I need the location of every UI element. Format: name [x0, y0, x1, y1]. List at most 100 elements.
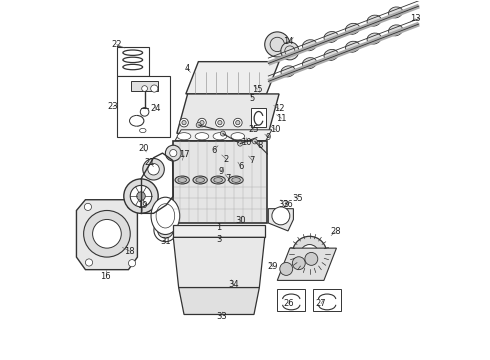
- Text: 13: 13: [410, 14, 420, 23]
- Text: 23: 23: [108, 102, 119, 111]
- Ellipse shape: [151, 197, 180, 234]
- Circle shape: [238, 141, 243, 146]
- Circle shape: [200, 121, 204, 125]
- Text: 6: 6: [212, 146, 217, 155]
- Text: 4: 4: [184, 64, 190, 73]
- Ellipse shape: [140, 129, 146, 133]
- Text: 10: 10: [241, 138, 251, 147]
- Circle shape: [272, 207, 290, 225]
- Circle shape: [124, 179, 158, 213]
- Ellipse shape: [156, 204, 175, 228]
- Ellipse shape: [214, 177, 222, 183]
- Text: 22: 22: [111, 40, 122, 49]
- Text: 11: 11: [276, 114, 287, 123]
- Text: 1: 1: [217, 223, 222, 232]
- Bar: [313, 289, 341, 311]
- Text: 9: 9: [219, 167, 223, 176]
- Circle shape: [218, 121, 222, 125]
- Bar: [131, 81, 158, 91]
- Circle shape: [142, 86, 147, 91]
- Circle shape: [236, 121, 240, 125]
- Bar: [277, 289, 305, 311]
- Polygon shape: [177, 94, 279, 134]
- Circle shape: [280, 262, 293, 275]
- Text: 10: 10: [270, 125, 281, 134]
- Circle shape: [306, 250, 313, 257]
- Text: 33: 33: [216, 312, 227, 321]
- Ellipse shape: [123, 64, 143, 70]
- Text: 26: 26: [283, 299, 294, 308]
- Ellipse shape: [281, 66, 295, 77]
- Text: 18: 18: [124, 247, 135, 256]
- Circle shape: [196, 122, 201, 127]
- Circle shape: [220, 131, 225, 136]
- Ellipse shape: [324, 32, 338, 42]
- Circle shape: [130, 185, 152, 207]
- Circle shape: [143, 158, 164, 180]
- Text: 21: 21: [145, 158, 155, 167]
- Text: 17: 17: [179, 150, 189, 159]
- Text: 27: 27: [316, 299, 326, 308]
- Polygon shape: [179, 288, 259, 315]
- Circle shape: [252, 139, 257, 144]
- Text: 19: 19: [137, 201, 147, 210]
- Text: 14: 14: [284, 37, 294, 46]
- Circle shape: [265, 32, 290, 57]
- Ellipse shape: [175, 176, 190, 184]
- Text: 36: 36: [282, 200, 293, 209]
- Text: 35: 35: [293, 194, 303, 203]
- Ellipse shape: [367, 15, 381, 26]
- Circle shape: [93, 220, 122, 248]
- Circle shape: [137, 192, 146, 201]
- Circle shape: [127, 202, 135, 210]
- Polygon shape: [173, 140, 267, 223]
- Text: 29: 29: [268, 262, 278, 271]
- Circle shape: [157, 222, 173, 238]
- Bar: [251, 108, 266, 127]
- Circle shape: [154, 219, 177, 242]
- Circle shape: [140, 108, 149, 116]
- Ellipse shape: [123, 57, 143, 63]
- Ellipse shape: [281, 48, 295, 59]
- Text: 24: 24: [151, 104, 161, 113]
- Ellipse shape: [324, 49, 338, 60]
- Circle shape: [166, 145, 181, 161]
- Circle shape: [148, 163, 159, 175]
- Polygon shape: [175, 130, 272, 140]
- Ellipse shape: [389, 25, 403, 36]
- Polygon shape: [173, 237, 265, 288]
- Circle shape: [84, 203, 92, 211]
- Circle shape: [197, 118, 206, 127]
- Circle shape: [180, 118, 188, 127]
- Polygon shape: [269, 209, 294, 231]
- Ellipse shape: [231, 133, 245, 140]
- Text: 31: 31: [160, 237, 171, 246]
- Text: 6: 6: [238, 162, 244, 171]
- Text: 3: 3: [217, 235, 222, 244]
- Text: 2: 2: [224, 155, 229, 164]
- Text: 34: 34: [228, 280, 239, 289]
- Circle shape: [85, 259, 93, 266]
- Ellipse shape: [193, 176, 207, 184]
- Ellipse shape: [229, 176, 243, 184]
- Ellipse shape: [302, 40, 317, 51]
- Circle shape: [305, 252, 318, 265]
- Circle shape: [254, 121, 258, 125]
- Ellipse shape: [123, 50, 143, 55]
- Circle shape: [300, 244, 318, 262]
- Ellipse shape: [195, 133, 209, 140]
- Circle shape: [182, 121, 186, 125]
- Polygon shape: [186, 62, 279, 94]
- Ellipse shape: [345, 23, 360, 34]
- Polygon shape: [277, 248, 337, 280]
- Ellipse shape: [211, 176, 225, 184]
- Text: 28: 28: [330, 228, 341, 237]
- Circle shape: [251, 118, 260, 127]
- Ellipse shape: [196, 177, 204, 183]
- Ellipse shape: [367, 33, 381, 44]
- Circle shape: [234, 118, 242, 127]
- Circle shape: [170, 149, 177, 157]
- Ellipse shape: [345, 41, 360, 52]
- Circle shape: [281, 42, 299, 60]
- Text: 15: 15: [252, 85, 263, 94]
